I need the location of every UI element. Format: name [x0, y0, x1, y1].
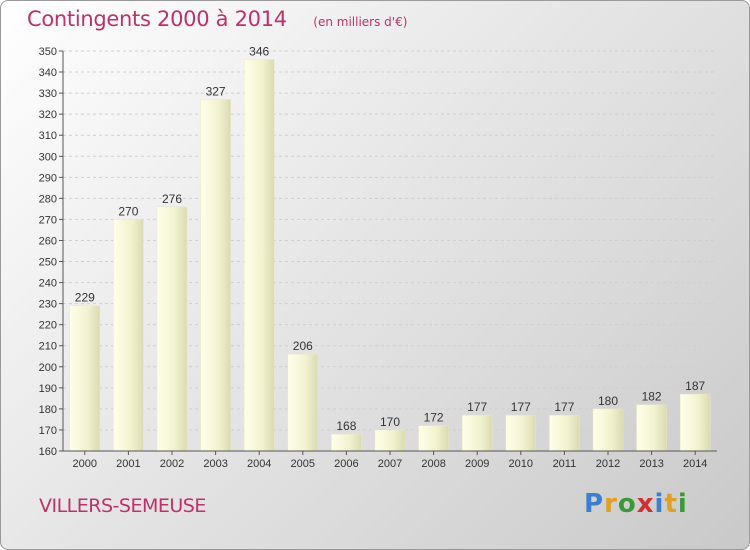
bar-2009	[461, 414, 493, 452]
brand-letter: P	[584, 489, 605, 519]
data-label: 177	[511, 400, 531, 414]
y-tick-label: 230	[39, 299, 57, 311]
y-tick-label: 320	[39, 109, 57, 121]
data-label: 177	[467, 400, 487, 414]
x-tick-label: 2005	[291, 458, 315, 470]
bar-2003	[200, 99, 231, 452]
y-tick-label: 290	[39, 172, 57, 184]
brand-letter: t	[664, 489, 678, 519]
x-tick-label: 2008	[421, 458, 445, 470]
x-tick-label: 2007	[378, 458, 402, 470]
data-label: 229	[75, 291, 95, 305]
bar-2010	[505, 414, 537, 452]
bar-2008	[418, 425, 449, 452]
chart-unit: (en milliers d'€)	[313, 15, 408, 29]
y-tick-label: 260	[39, 235, 57, 247]
data-label: 187	[685, 379, 705, 393]
data-label: 170	[380, 415, 400, 429]
bars: 229 270 276 327 346 206 168 170 172 177 177 177 180 1…	[69, 44, 711, 452]
y-tick-label: 340	[39, 67, 57, 79]
y-tick-label: 250	[39, 257, 57, 269]
y-tick-label: 170	[39, 425, 57, 437]
x-tick-label: 2003	[203, 458, 227, 470]
x-tick-label: 2012	[596, 458, 620, 470]
y-tick-label: 180	[39, 404, 57, 416]
x-tick-label: 2010	[509, 458, 533, 470]
x-tick-label: 2006	[334, 458, 358, 470]
data-label: 177	[554, 400, 574, 414]
y-tick-label: 240	[39, 278, 57, 290]
data-label: 206	[293, 339, 313, 353]
chart-title: Contingents 2000 à 2014	[27, 7, 287, 31]
data-label: 168	[336, 419, 356, 433]
bar-2006	[331, 433, 362, 452]
place-name: VILLERS-SEMEUSE	[39, 495, 206, 517]
x-tick-label: 2009	[465, 458, 489, 470]
y-tick-label: 280	[39, 193, 57, 205]
axes: 160 170 180 190 200 210 220 230 240 250 260 270 280 2…	[39, 46, 717, 470]
x-tick-label: 2002	[160, 458, 184, 470]
x-tick-label: 2013	[639, 458, 663, 470]
brand-logo[interactable]: Proxiti	[584, 489, 688, 519]
bar-2012	[592, 408, 624, 452]
bar-2000	[69, 305, 101, 452]
brand-letter: i	[654, 489, 665, 519]
y-tick-label: 200	[39, 362, 57, 374]
data-label: 270	[118, 204, 138, 218]
data-label: 276	[162, 192, 182, 206]
brand-letter: x	[636, 489, 655, 519]
bar-2013	[636, 404, 667, 452]
y-tick-label: 210	[39, 341, 57, 353]
bar-2002	[156, 206, 188, 452]
x-tick-label: 2000	[73, 458, 97, 470]
y-tick-label: 160	[39, 446, 57, 458]
bar-2004	[243, 59, 275, 452]
bar-2005	[287, 353, 319, 452]
brand-letter: o	[617, 489, 637, 519]
x-tick-label: 2001	[116, 458, 140, 470]
y-tick-label: 310	[39, 130, 57, 142]
data-label: 327	[206, 84, 226, 98]
bar-2011	[549, 414, 580, 452]
brand-letter: r	[604, 489, 618, 519]
data-label: 172	[424, 411, 444, 425]
x-tick-label: 2004	[247, 458, 271, 470]
y-tick-label: 330	[39, 88, 57, 100]
brand-letter: i	[677, 489, 688, 519]
y-tick-label: 300	[39, 151, 57, 163]
y-tick-label: 220	[39, 320, 57, 332]
x-tick-label: 2014	[683, 458, 707, 470]
x-tick-label: 2011	[553, 458, 577, 470]
title-row: Contingents 2000 à 2014 (en milliers d'€…	[27, 7, 407, 31]
bar-2001	[113, 219, 144, 452]
data-label: 346	[249, 44, 269, 58]
y-tick-label: 350	[39, 46, 57, 58]
bar-2014	[679, 393, 711, 452]
data-label: 182	[642, 390, 662, 404]
y-tick-label: 190	[39, 383, 57, 395]
data-label: 180	[598, 394, 618, 408]
y-tick-label: 270	[39, 214, 57, 226]
bar-2007	[374, 429, 406, 452]
